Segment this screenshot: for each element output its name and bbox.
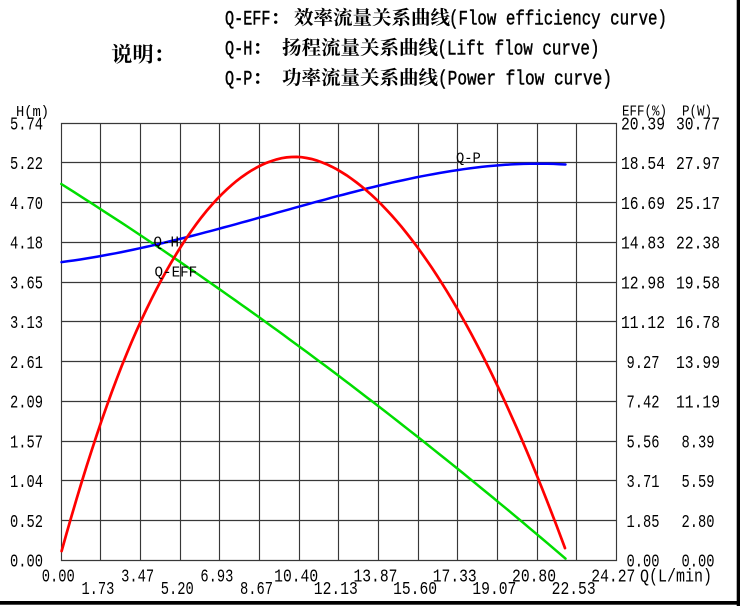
svg-text:13.99: 13.99 [676, 354, 720, 374]
svg-text:7.42: 7.42 [627, 394, 660, 414]
svg-text:EFF(%): EFF(%) [622, 104, 667, 121]
svg-text:0.00: 0.00 [10, 553, 43, 573]
svg-text:3.65: 3.65 [10, 274, 43, 294]
svg-text:15.60: 15.60 [393, 580, 437, 600]
svg-text:18.54: 18.54 [621, 155, 665, 175]
svg-text:Q(L/min): Q(L/min) [640, 568, 712, 588]
svg-text:H(m): H(m) [16, 104, 49, 121]
svg-text:0.52: 0.52 [10, 513, 43, 533]
svg-text:12.13: 12.13 [314, 580, 358, 600]
svg-text:5.22: 5.22 [10, 155, 43, 175]
svg-text:8.67: 8.67 [240, 580, 273, 600]
svg-text:9.27: 9.27 [627, 354, 660, 374]
svg-text:11.19: 11.19 [676, 394, 720, 414]
svg-text:16.69: 16.69 [621, 195, 665, 215]
svg-text:22.53: 22.53 [552, 580, 596, 600]
svg-text:19.07: 19.07 [472, 580, 516, 600]
svg-text:20.80: 20.80 [512, 568, 556, 588]
svg-text:Q-EFF: Q-EFF [225, 8, 271, 31]
svg-text:30.77: 30.77 [676, 116, 720, 136]
svg-text:4.18: 4.18 [10, 235, 43, 255]
svg-text:0.00: 0.00 [627, 553, 660, 573]
svg-text:1.73: 1.73 [81, 580, 114, 600]
svg-text:2.09: 2.09 [10, 394, 43, 414]
svg-text:(Power flow curve): (Power flow curve) [438, 68, 612, 91]
svg-text:Q-H: Q-H [225, 38, 252, 61]
svg-text:P(W): P(W) [682, 104, 712, 121]
svg-text:0.00: 0.00 [42, 568, 75, 588]
svg-text:22.38: 22.38 [676, 235, 720, 255]
svg-text:24.27: 24.27 [591, 568, 635, 588]
svg-text:6.93: 6.93 [200, 568, 233, 588]
svg-text:12.98: 12.98 [621, 274, 665, 294]
svg-text:10.40: 10.40 [274, 568, 318, 588]
svg-text:5.74: 5.74 [10, 116, 43, 136]
svg-text:2.80: 2.80 [682, 513, 715, 533]
svg-text:1.85: 1.85 [627, 513, 660, 533]
svg-text:(Lift flow curve): (Lift flow curve) [438, 38, 600, 61]
svg-text:0.00: 0.00 [682, 553, 715, 573]
svg-text:13.87: 13.87 [353, 568, 397, 588]
svg-text:16.78: 16.78 [676, 314, 720, 334]
svg-text:17.33: 17.33 [433, 568, 477, 588]
svg-text:1.57: 1.57 [10, 433, 43, 453]
svg-text:5.20: 5.20 [161, 580, 194, 600]
svg-text:Q-H: Q-H [154, 234, 180, 251]
svg-text:3.47: 3.47 [121, 568, 154, 588]
svg-text:8.39: 8.39 [682, 433, 715, 453]
svg-text:25.17: 25.17 [676, 195, 720, 215]
svg-text:19.58: 19.58 [676, 274, 720, 294]
svg-text:5.56: 5.56 [627, 433, 660, 453]
svg-text:11.12: 11.12 [621, 314, 665, 334]
svg-text:5.59: 5.59 [682, 473, 715, 493]
svg-text:Q-P: Q-P [225, 68, 252, 91]
svg-text:14.83: 14.83 [621, 235, 665, 255]
svg-text:27.97: 27.97 [676, 155, 720, 175]
svg-text:3.71: 3.71 [627, 473, 660, 493]
svg-text:1.04: 1.04 [10, 473, 43, 493]
svg-text:2.61: 2.61 [10, 354, 43, 374]
svg-text:Q-EFF: Q-EFF [155, 264, 198, 281]
svg-text:Q-P: Q-P [456, 151, 481, 168]
svg-text:20.39: 20.39 [621, 116, 665, 136]
svg-text:(Flow efficiency curve): (Flow efficiency curve) [449, 8, 667, 31]
svg-text:3.13: 3.13 [10, 314, 43, 334]
svg-text:4.70: 4.70 [10, 195, 43, 215]
